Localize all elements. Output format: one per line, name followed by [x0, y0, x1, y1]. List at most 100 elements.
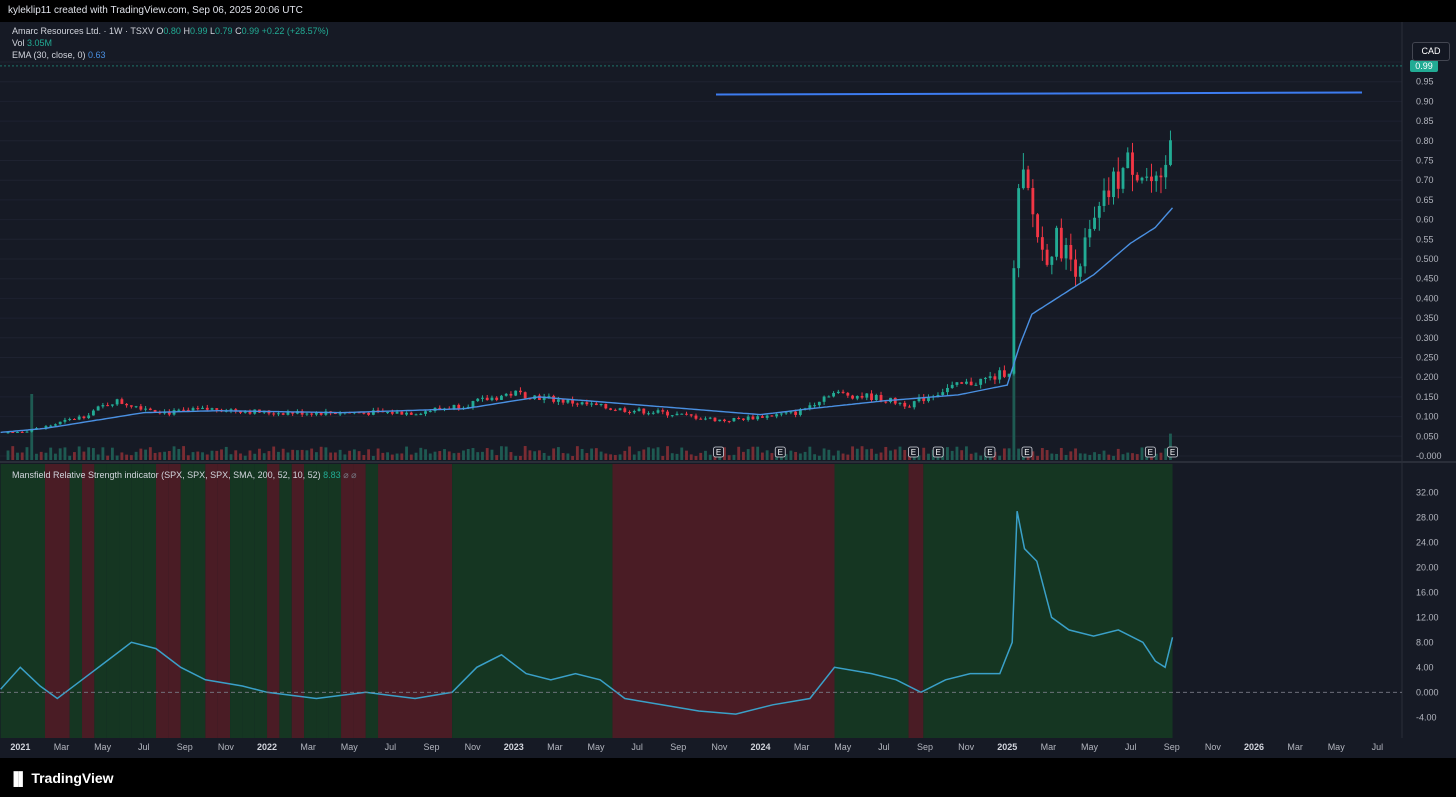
volume-bar	[371, 455, 375, 460]
volume-bar	[314, 452, 318, 460]
candle-body	[1112, 171, 1115, 198]
candle-body	[955, 382, 959, 385]
candle-body	[846, 392, 850, 396]
currency-button[interactable]: CAD	[1412, 42, 1450, 61]
volume-bar	[281, 448, 285, 460]
candle-body	[898, 402, 902, 404]
candle-body	[428, 411, 432, 413]
price-tick-label: -0.000	[1416, 451, 1442, 461]
volume-bar	[618, 454, 622, 460]
volume-bar	[599, 451, 603, 460]
volume-bar	[447, 451, 451, 460]
volume-bar	[965, 446, 968, 460]
time-tick-label: 2024	[750, 742, 770, 752]
candle-body	[82, 416, 86, 419]
regime-band	[143, 464, 157, 738]
volume-bar	[49, 447, 53, 460]
time-tick-label: Sep	[670, 742, 686, 752]
candle-body	[1031, 187, 1035, 215]
candle-body	[362, 412, 366, 414]
symbol-legend[interactable]: Amarc Resources Ltd. · 1W · TSXV O0.80 H…	[12, 26, 329, 36]
earnings-marker-label: E	[987, 448, 992, 457]
candle-body	[998, 370, 1002, 380]
volume-bar	[927, 453, 930, 460]
time-tick-label: Mar	[54, 742, 70, 752]
volume-bar	[1059, 447, 1063, 460]
volume-bar	[44, 452, 48, 460]
candle-body	[1131, 152, 1134, 175]
candle-body	[732, 417, 736, 422]
volume-bar	[481, 451, 484, 460]
candle-body	[613, 409, 617, 411]
price-tick-label: 0.90	[1416, 96, 1434, 106]
candle-body	[1045, 249, 1049, 265]
volume-bar	[286, 452, 290, 460]
close-label: C	[235, 26, 242, 36]
volume-bar	[514, 455, 518, 460]
earnings-marker	[774, 446, 786, 458]
price-badge-text: 0.99	[1415, 61, 1433, 71]
regime-band	[316, 464, 329, 738]
time-tick-label: May	[588, 742, 606, 752]
volume-bar	[609, 454, 613, 460]
candle-body	[1093, 217, 1096, 229]
candle-body	[338, 413, 342, 415]
change-value: +0.22 (+28.57%)	[261, 26, 329, 36]
volume-bar	[310, 448, 314, 460]
earnings-marker	[1144, 446, 1156, 458]
volume-bar	[969, 453, 973, 460]
candle-body	[182, 409, 185, 411]
volume-bar	[457, 452, 461, 460]
candle-body	[205, 407, 209, 410]
candle-body	[651, 412, 655, 414]
volume-bar	[836, 450, 840, 460]
candle-body	[1078, 266, 1082, 277]
candle-body	[196, 408, 200, 410]
chart-svg[interactable]: 0.99 0.95 0.90 0.85 0.80 0.75 0.70 0.65 0.60 0.55…	[0, 22, 1456, 758]
ema-legend[interactable]: EMA (30, close, 0) 0.63	[12, 50, 106, 60]
candle-body	[476, 398, 480, 402]
volume-bar	[732, 454, 736, 460]
candle-body	[63, 419, 67, 422]
visibility-icons[interactable]: ⌀ ⌀	[343, 470, 357, 480]
candle-body	[500, 395, 503, 400]
volume-bar	[832, 455, 836, 460]
volume-bar	[1074, 448, 1077, 460]
volume-bar	[613, 454, 617, 460]
candle-body	[689, 414, 693, 416]
regime-band	[304, 464, 317, 738]
volume-bar	[817, 455, 821, 460]
tradingview-logo[interactable]: ▐▌ TradingView	[9, 770, 114, 786]
header-bar: kyleklip11 created with TradingView.com,…	[0, 0, 1456, 22]
candle-body	[756, 416, 760, 420]
volume-bar	[950, 450, 954, 460]
time-tick-label: May	[341, 742, 359, 752]
volume-bar	[291, 449, 295, 460]
volume-bar	[917, 455, 921, 460]
candle-body	[779, 413, 783, 415]
price-tick-label: 0.300	[1416, 333, 1439, 343]
mansfield-legend[interactable]: Mansfield Relative Strength indicator (S…	[12, 470, 357, 481]
earnings-marker	[1021, 446, 1033, 458]
volume-bar	[855, 448, 859, 460]
volume-legend[interactable]: Vol 3.05M	[12, 38, 52, 48]
volume-bar	[443, 449, 446, 460]
regime-band	[291, 464, 305, 738]
candle-body	[798, 409, 802, 415]
volume-bar	[367, 449, 371, 460]
candle-body	[1169, 140, 1172, 165]
earnings-marker	[713, 446, 724, 458]
symbol-line: Amarc Resources Ltd. · 1W · TSXV	[12, 26, 154, 36]
candle-body	[789, 411, 793, 413]
earnings-marker-label: E	[1024, 448, 1029, 457]
volume-bar	[466, 448, 470, 460]
price-tick-label: 0.70	[1416, 175, 1434, 185]
chart-area[interactable]: 0.99 0.95 0.90 0.85 0.80 0.75 0.70 0.65 0.60 0.55…	[0, 22, 1456, 758]
candle-body	[822, 396, 826, 402]
candle-body	[770, 415, 774, 417]
candle-body	[485, 397, 489, 401]
candle-body	[912, 401, 916, 408]
volume-bar	[765, 450, 769, 460]
candle-body	[537, 395, 541, 400]
candle-body	[1145, 176, 1149, 178]
